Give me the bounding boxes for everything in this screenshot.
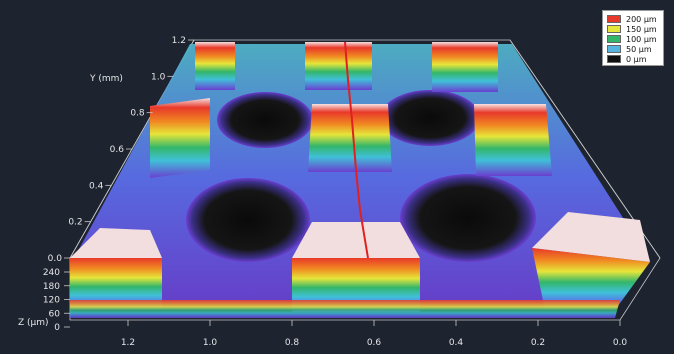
x-tick-label: 0.6: [367, 338, 382, 348]
legend-label: 150 μm: [626, 24, 657, 34]
y-tick-label: 1.0: [151, 72, 166, 82]
pillar: [432, 42, 498, 92]
x-tick-label: 0.4: [449, 338, 464, 348]
pillar: [305, 42, 372, 90]
legend-swatch: [607, 35, 621, 43]
x-tick-label: 1.2: [121, 338, 135, 348]
pillars: [70, 42, 650, 312]
pillar: [195, 42, 235, 90]
z-axis: 240 180 120 60 0: [43, 268, 70, 333]
y-tick-label: 0.8: [130, 109, 145, 119]
z-tick-label: 0: [54, 323, 60, 333]
y-tick-label: 0.0: [48, 254, 63, 264]
y-tick-label: 0.2: [68, 218, 82, 228]
y-axis-title: Y (mm): [89, 74, 123, 84]
z-tick-label: 240: [43, 268, 60, 278]
z-axis-title: Z (μm): [18, 318, 49, 328]
x-tick-label: 0.2: [531, 338, 545, 348]
hole: [217, 92, 313, 148]
x-tick-label: 0.8: [285, 338, 300, 348]
legend: 200 μm 150 μm 100 μm 50 μm 0 μm: [602, 10, 664, 66]
pillar-front: [70, 258, 162, 310]
pillar-front: [532, 248, 650, 310]
profile-line: [344, 41, 369, 259]
base-slab: [70, 300, 620, 318]
hole: [380, 90, 480, 146]
legend-swatch: [607, 25, 621, 33]
y-axis: 1.2 1.0 0.8 0.6 0.4 0.2 0.0: [48, 36, 194, 264]
y-tick-label: 1.2: [172, 36, 186, 46]
legend-entry: 50 μm: [607, 44, 659, 54]
legend-entry: 150 μm: [607, 24, 659, 34]
z-tick-label: 120: [43, 296, 60, 306]
pillar-top: [532, 212, 650, 262]
hole: [400, 174, 536, 262]
legend-label: 50 μm: [626, 44, 652, 54]
y-tick-label: 0.4: [89, 181, 104, 191]
y-tick-label: 0.6: [110, 145, 125, 155]
z-tick-label: 180: [43, 282, 60, 292]
pillar: [308, 104, 392, 172]
pillar: [150, 98, 210, 178]
pillar-front: [292, 258, 420, 312]
pillar-top: [70, 228, 162, 258]
legend-entry: 0 μm: [607, 54, 659, 64]
x-axis: 1.2 1.0 0.8 0.6 0.4 0.2 0.0: [121, 320, 628, 348]
pillar: [474, 104, 552, 176]
legend-label: 100 μm: [626, 34, 657, 44]
legend-label: 200 μm: [626, 14, 657, 24]
pillar-top: [292, 222, 420, 258]
x-tick-label: 1.0: [203, 338, 218, 348]
legend-label: 0 μm: [626, 54, 647, 64]
legend-entry: 200 μm: [607, 14, 659, 24]
legend-swatch: [607, 15, 621, 23]
holes: [186, 90, 536, 262]
legend-swatch: [607, 55, 621, 63]
hole: [186, 178, 310, 262]
z-tick-label: 60: [49, 309, 61, 319]
x-tick-label: 0.0: [613, 338, 628, 348]
legend-swatch: [607, 45, 621, 53]
legend-entry: 100 μm: [607, 34, 659, 44]
